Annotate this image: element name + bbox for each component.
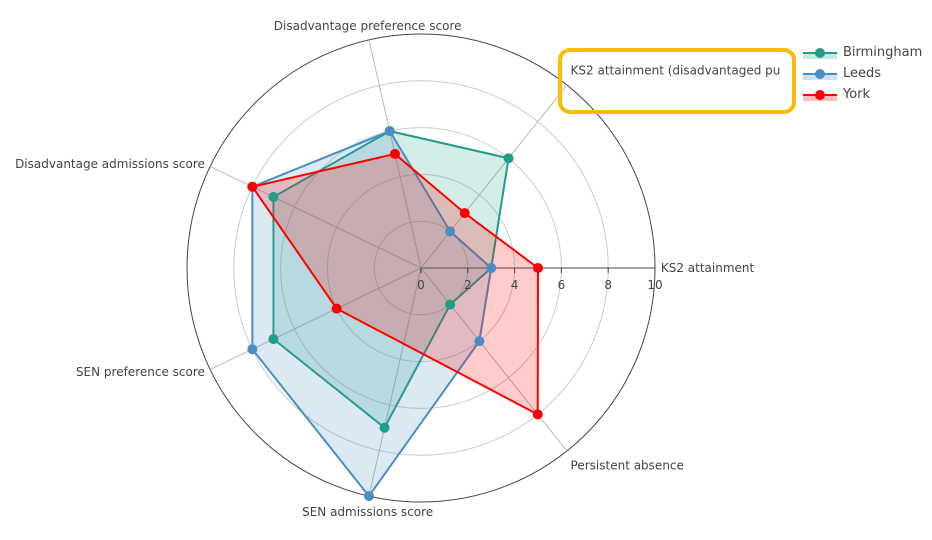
radial-tick-label: 0: [417, 278, 425, 292]
legend-label: York: [843, 87, 871, 102]
radial-tick-label: 10: [647, 278, 662, 292]
radial-tick-label: 2: [464, 278, 472, 292]
legend-label: Birmingham: [843, 45, 923, 60]
axis-line: [209, 166, 422, 269]
highlight-box: [558, 48, 796, 114]
data-point: [268, 334, 279, 345]
axis-label: KS2 attainment (disadvantaged pu: [571, 63, 781, 77]
axis-line: [368, 267, 422, 497]
data-point: [247, 344, 258, 355]
data-point: [331, 303, 342, 314]
series-area-birmingham: [272, 130, 510, 430]
data-point: [459, 208, 470, 219]
axis-line: [420, 84, 568, 269]
data-point: [486, 263, 497, 273]
axis-label: SEN preference score: [76, 365, 205, 379]
data-point: [379, 422, 390, 433]
radial-tick-label: 4: [511, 278, 519, 292]
legend-item-york[interactable]: York: [803, 84, 922, 105]
data-point: [533, 263, 543, 273]
legend-item-leeds[interactable]: Leeds: [803, 63, 922, 84]
data-point: [445, 299, 456, 310]
data-point: [384, 126, 395, 137]
axis-label: Disadvantage preference score: [274, 19, 462, 33]
axis-line: [209, 267, 422, 370]
data-point: [389, 148, 400, 159]
data-point: [445, 226, 456, 237]
data-point: [532, 409, 543, 420]
radial-tick-label: 6: [558, 278, 566, 292]
series-area-leeds: [251, 129, 493, 498]
axis-label: SEN admissions score: [302, 505, 433, 519]
data-point: [474, 336, 485, 347]
legend: Birmingham Leeds York: [803, 42, 922, 105]
axis-label: Persistent absence: [571, 459, 684, 473]
axis-label: Disadvantage admissions score: [15, 157, 205, 171]
legend-item-birmingham[interactable]: Birmingham: [803, 42, 922, 63]
legend-swatch-icon: [803, 89, 837, 101]
data-point: [503, 153, 514, 164]
radial-tick-label: 8: [604, 278, 612, 292]
legend-label: Leeds: [843, 66, 882, 81]
data-point: [268, 191, 279, 202]
axis-line: [420, 267, 568, 452]
data-point: [247, 181, 258, 192]
legend-swatch-icon: [803, 47, 837, 59]
data-point: [363, 491, 374, 502]
legend-swatch-icon: [803, 68, 837, 80]
axis-label: KS2 attainment: [661, 261, 755, 275]
